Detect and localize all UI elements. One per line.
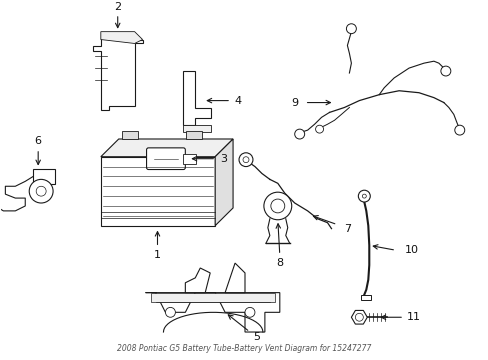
Circle shape [362,194,366,198]
Bar [186,131,202,139]
Bar [122,131,137,139]
Text: 10: 10 [404,245,418,255]
Text: 6: 6 [35,136,41,146]
Circle shape [346,24,356,33]
Polygon shape [215,139,233,226]
Text: 2008 Pontiac G5 Battery Tube-Battery Vent Diagram for 15247277: 2008 Pontiac G5 Battery Tube-Battery Ven… [117,344,370,353]
Text: 5: 5 [253,332,260,342]
Circle shape [264,192,291,220]
Polygon shape [351,310,366,324]
Polygon shape [183,125,211,132]
Text: 7: 7 [343,224,350,234]
Polygon shape [150,293,274,302]
Circle shape [165,307,175,317]
Circle shape [36,186,46,196]
Text: 11: 11 [406,312,420,322]
Text: 8: 8 [276,258,283,268]
Polygon shape [101,139,233,157]
Bar [33,168,55,184]
Circle shape [315,125,323,133]
Circle shape [239,153,252,167]
Bar [361,294,370,300]
Text: 1: 1 [154,250,161,260]
Polygon shape [93,32,142,111]
Circle shape [294,129,304,139]
Polygon shape [183,71,211,125]
Circle shape [29,179,53,203]
Circle shape [244,307,254,317]
Text: 2: 2 [114,2,121,12]
Polygon shape [145,293,279,332]
Text: 3: 3 [220,154,227,164]
Circle shape [243,157,248,163]
Polygon shape [183,154,196,163]
Circle shape [270,199,284,213]
Circle shape [358,190,369,202]
Circle shape [355,313,363,321]
Polygon shape [224,263,244,293]
FancyBboxPatch shape [146,148,185,170]
Circle shape [454,125,464,135]
Circle shape [440,66,450,76]
Text: 9: 9 [290,98,298,108]
Text: 4: 4 [234,96,241,105]
Polygon shape [185,268,210,293]
Polygon shape [101,32,142,44]
Bar [101,157,215,226]
